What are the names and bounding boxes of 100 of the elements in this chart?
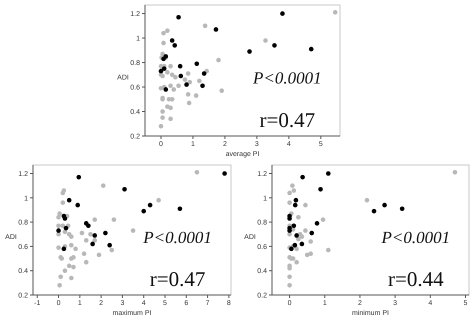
point <box>452 170 458 175</box>
point <box>168 84 173 88</box>
point <box>187 80 192 84</box>
annotation: r=0.44 <box>388 266 444 291</box>
point <box>112 217 116 222</box>
point <box>160 109 165 114</box>
point <box>170 72 174 78</box>
point <box>332 10 338 15</box>
point <box>69 242 74 248</box>
point <box>172 43 178 48</box>
point <box>168 106 173 110</box>
point <box>308 239 313 244</box>
point <box>92 233 98 238</box>
point <box>62 246 66 252</box>
point <box>170 38 174 43</box>
point <box>165 70 170 75</box>
point <box>171 87 176 92</box>
point <box>58 274 63 280</box>
point <box>194 61 200 66</box>
point <box>364 198 370 203</box>
point <box>400 206 404 212</box>
point <box>292 202 298 208</box>
point <box>73 246 78 252</box>
point <box>294 246 299 252</box>
point <box>86 223 91 228</box>
point <box>103 230 108 236</box>
point <box>178 64 182 69</box>
point <box>163 87 168 92</box>
point <box>56 245 61 250</box>
point <box>92 238 98 243</box>
point <box>182 77 188 82</box>
point <box>287 190 292 196</box>
point <box>382 202 387 208</box>
point <box>294 233 299 238</box>
point <box>186 100 192 106</box>
point <box>202 71 206 76</box>
point <box>300 174 305 180</box>
point <box>194 93 198 98</box>
point <box>66 264 72 268</box>
point <box>56 228 61 233</box>
point <box>64 226 68 230</box>
point <box>292 223 296 228</box>
point <box>130 228 136 233</box>
annotation: r=0.47 <box>260 108 316 132</box>
point <box>82 251 86 256</box>
point <box>176 84 181 88</box>
point <box>216 58 221 62</box>
point <box>80 230 84 236</box>
point <box>62 268 68 273</box>
point <box>263 38 268 43</box>
point <box>308 46 314 52</box>
annotation: r=0.47 <box>150 266 206 291</box>
point <box>178 74 184 78</box>
point <box>296 236 301 242</box>
point <box>165 28 170 34</box>
point <box>160 115 165 120</box>
point <box>287 282 292 288</box>
point <box>197 78 202 84</box>
point <box>168 64 173 69</box>
point <box>309 230 314 236</box>
point <box>162 66 166 71</box>
point <box>308 251 313 256</box>
point <box>69 276 74 280</box>
point <box>326 171 331 176</box>
point <box>141 208 146 214</box>
point <box>290 183 295 188</box>
point <box>320 217 326 222</box>
point <box>60 190 66 196</box>
point <box>314 221 320 226</box>
point <box>69 234 74 239</box>
point <box>200 84 205 88</box>
point <box>186 92 190 97</box>
point <box>62 216 68 221</box>
point <box>202 24 208 28</box>
annotation: P<0.0001 <box>252 68 322 88</box>
point <box>184 82 189 87</box>
point <box>294 260 299 264</box>
point <box>287 274 292 280</box>
point <box>84 260 89 264</box>
point <box>156 198 161 203</box>
point <box>96 252 102 258</box>
point <box>303 228 308 233</box>
point <box>300 242 304 246</box>
point <box>372 208 376 214</box>
point <box>294 198 298 203</box>
point <box>176 14 181 20</box>
point <box>219 88 224 93</box>
point <box>122 187 127 192</box>
point <box>76 174 82 180</box>
point <box>280 11 285 16</box>
point <box>56 223 61 228</box>
point <box>107 242 112 248</box>
point <box>161 40 166 46</box>
point <box>158 124 164 128</box>
point <box>161 30 166 36</box>
point <box>56 214 61 220</box>
point <box>158 68 164 74</box>
point <box>60 200 66 205</box>
point <box>148 202 152 208</box>
point <box>326 248 331 252</box>
